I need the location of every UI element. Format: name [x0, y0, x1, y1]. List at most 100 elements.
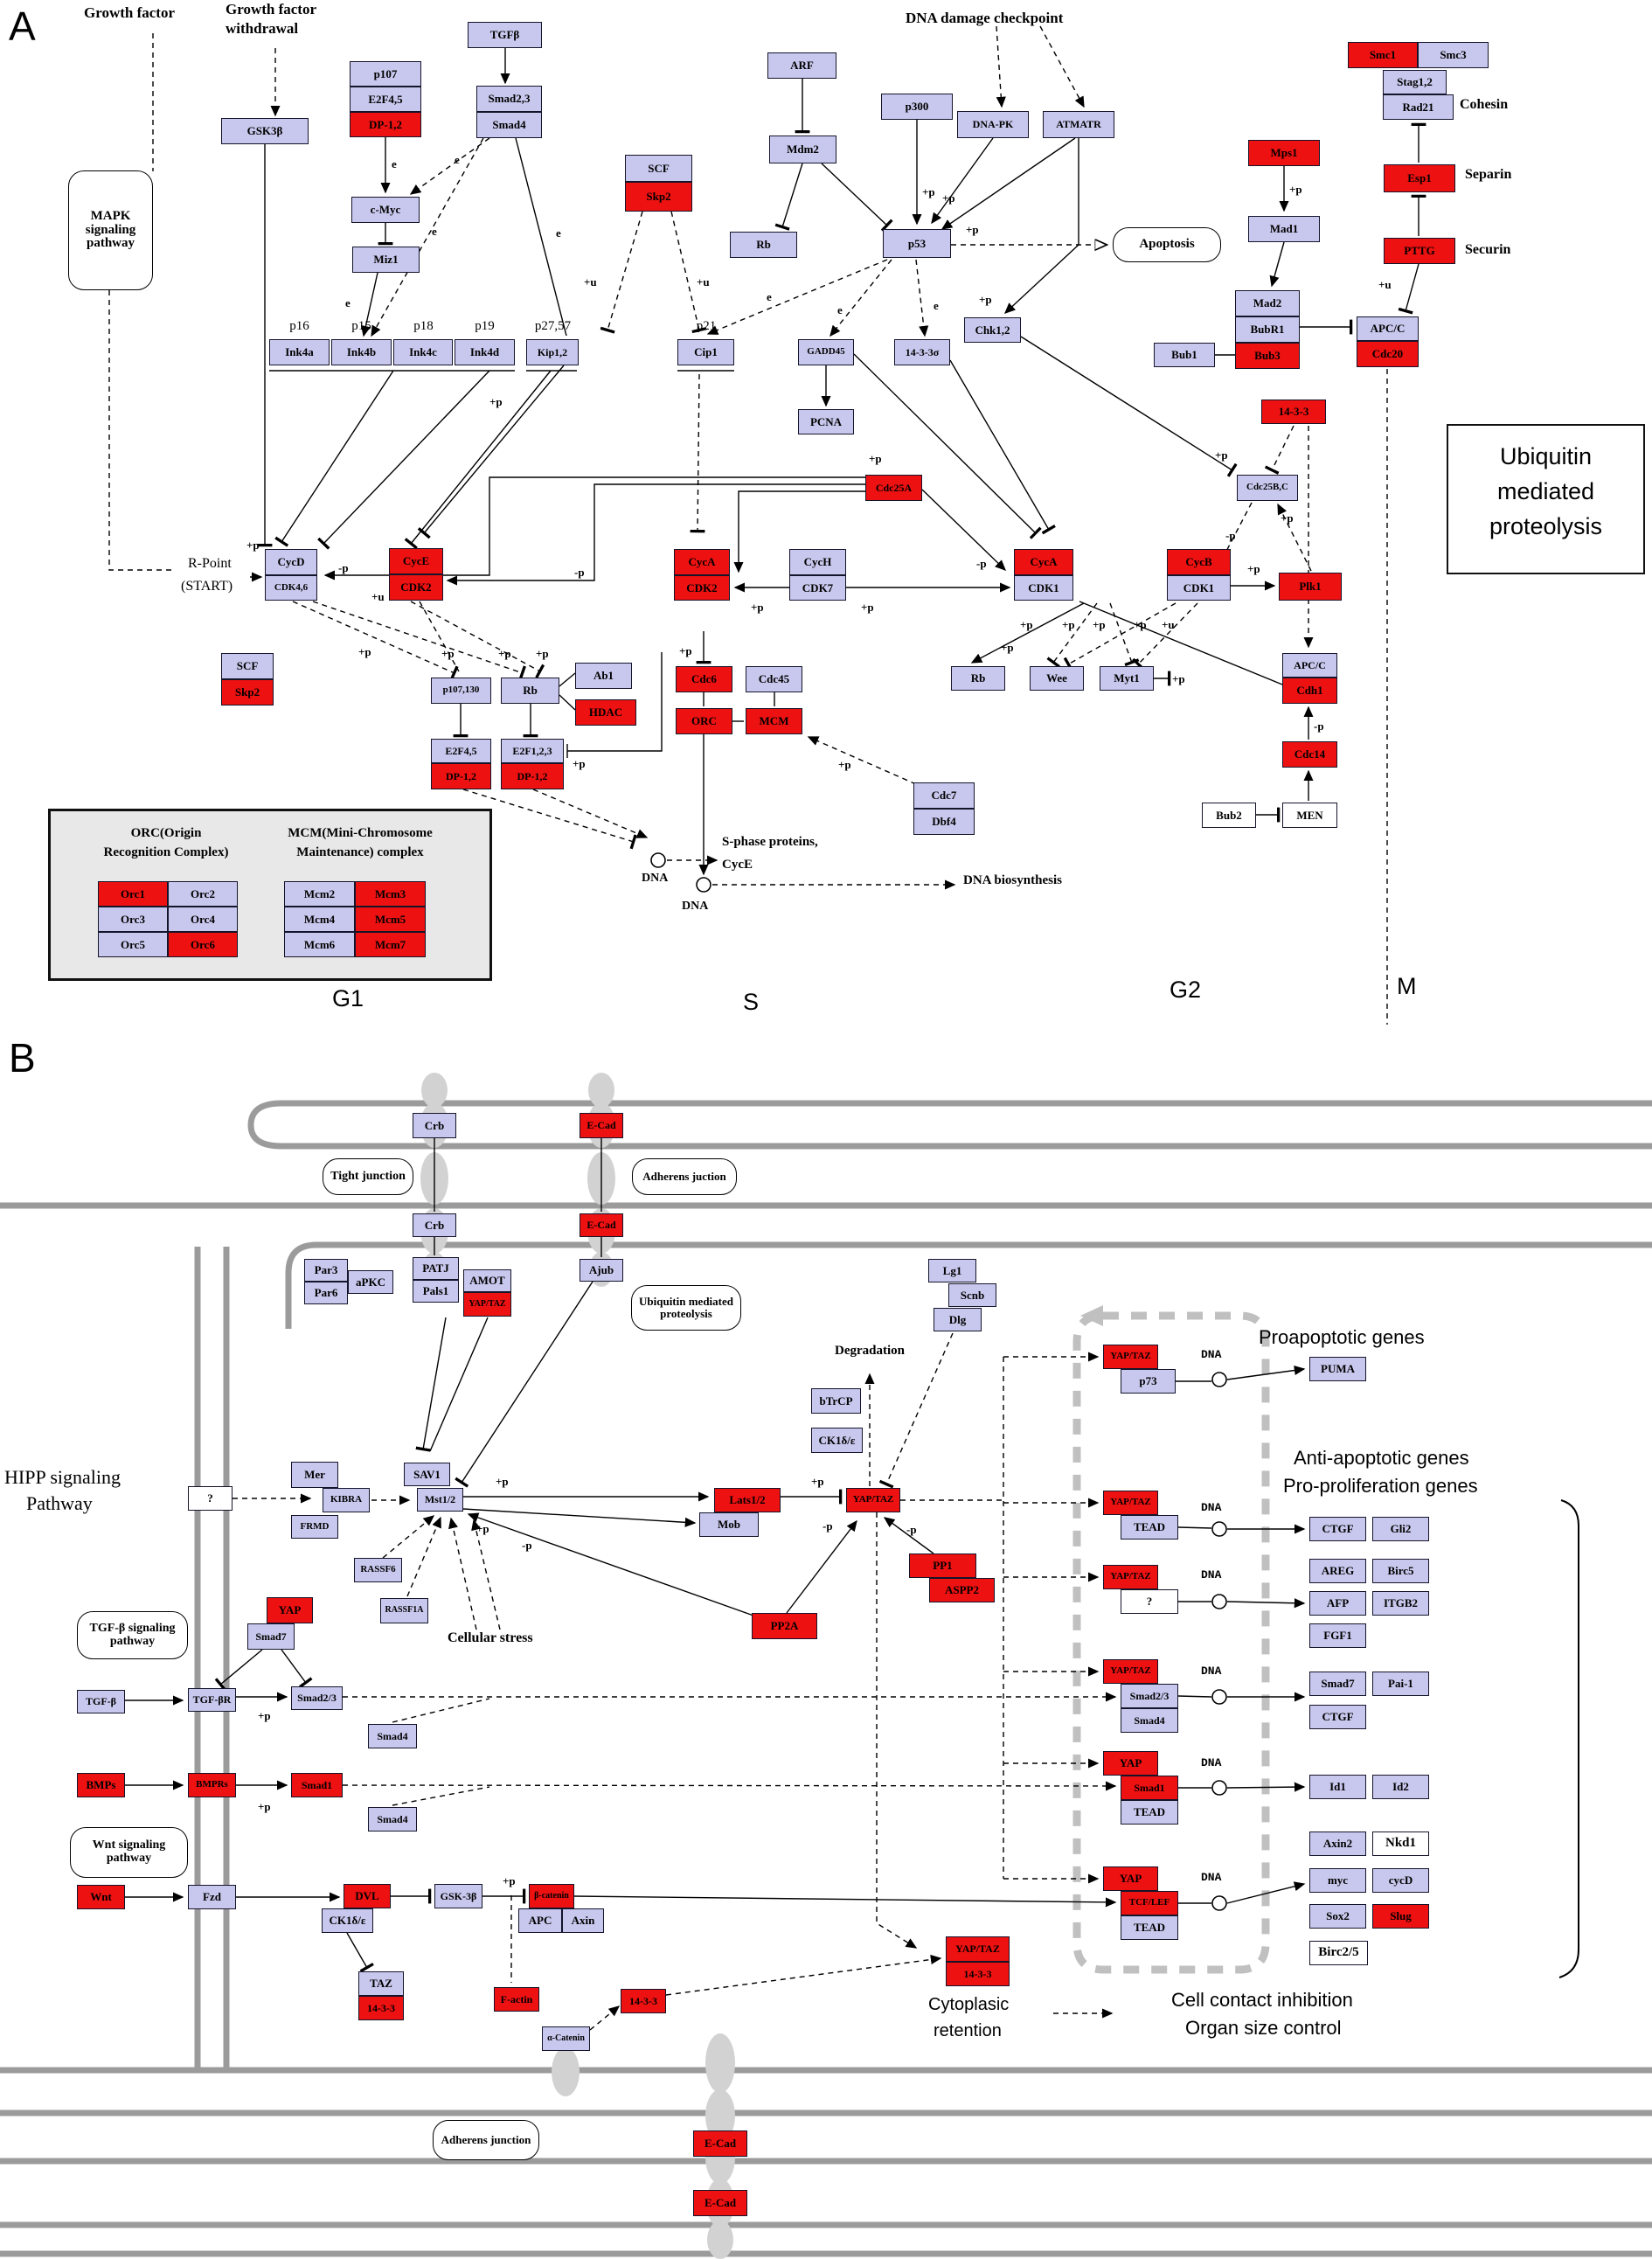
- node-smad4: Smad4: [368, 1807, 417, 1832]
- node-dp-1-2: DP-1,2: [431, 763, 491, 789]
- node-smc3: Smc3: [1418, 42, 1489, 68]
- edge-label-p: +p: [751, 601, 764, 614]
- edge: [941, 137, 1076, 230]
- edge-label-p: +p: [258, 1709, 271, 1722]
- text-dna: DNA: [642, 872, 669, 885]
- node-dbf4: Dbf4: [913, 809, 975, 835]
- node-p107: p107: [350, 61, 421, 87]
- node-myc: myc: [1309, 1868, 1366, 1893]
- node-mcm3: Mcm3: [355, 881, 426, 907]
- edge-label-p: +p: [573, 757, 586, 770]
- node-mad1: Mad1: [1248, 216, 1320, 242]
- edge-label-p: +p: [498, 647, 511, 660]
- membrane-protein-ellipse: [705, 2089, 735, 2142]
- edge-label-p: +p: [496, 1475, 509, 1488]
- edge-label-p: +p: [246, 539, 260, 552]
- text-p15: p15: [351, 319, 371, 333]
- dna-circle: [1211, 1372, 1227, 1387]
- edge: [665, 1954, 942, 1996]
- node-adherens-junction: Adherens junction: [433, 2120, 539, 2160]
- node-mob: Mob: [699, 1512, 759, 1537]
- node-cdk2: CDK2: [389, 574, 443, 601]
- node-hdac: HDAC: [575, 699, 636, 726]
- edge: [1226, 1782, 1306, 1792]
- node-ink4c: Ink4c: [393, 339, 453, 365]
- edge-label-p: +p: [1247, 562, 1260, 575]
- node-nkd1: Nkd1: [1372, 1832, 1429, 1856]
- dna-circle: [1211, 1594, 1227, 1609]
- node-aspp2: ASPP2: [929, 1578, 995, 1602]
- edge: [915, 259, 929, 337]
- text-cohesin: Cohesin: [1460, 97, 1509, 112]
- node-pcna: PCNA: [798, 409, 854, 434]
- node-rb: Rb: [951, 666, 1005, 691]
- edge-label-p: +p: [1215, 448, 1228, 462]
- node-orc2: Orc2: [168, 881, 238, 907]
- node-apc-c: APC/C: [1282, 653, 1337, 678]
- edge-label-e: e: [934, 299, 939, 312]
- membrane-protein-ellipse: [552, 2047, 580, 2096]
- node-cdc20: Cdc20: [1357, 341, 1419, 367]
- text-retention: retention: [934, 2021, 1002, 2040]
- node-ajub: Ajub: [580, 1259, 623, 1282]
- text-cell-contact-inhibition: Cell contact inhibition: [1171, 1989, 1353, 2011]
- node-e-cad: E-Cad: [580, 1113, 623, 1138]
- node-axin: Axin: [562, 1908, 604, 1933]
- node-patj: PATJ: [413, 1257, 459, 1280]
- text-pathway: Pathway: [26, 1492, 93, 1514]
- edge-label-u: +u: [584, 275, 597, 288]
- node-mer: Mer: [291, 1462, 338, 1488]
- edge: [1269, 241, 1285, 288]
- node-sox2: Sox2: [1309, 1904, 1366, 1929]
- edge-label-u: +u: [1162, 618, 1175, 631]
- edge: [342, 1781, 1117, 1791]
- node-lg1: Lg1: [928, 1259, 976, 1282]
- node-yap-taz: YAP/TAZ: [1103, 1345, 1158, 1369]
- text-growth-factor: Growth factor: [226, 1, 317, 17]
- node-wee: Wee: [1030, 666, 1084, 691]
- node-14-3-3: 14-3-3: [1261, 400, 1326, 424]
- node-smad4: Smad4: [476, 112, 542, 138]
- node-bubr1: BubR1: [1235, 316, 1300, 343]
- node-dp-1-2: DP-1,2: [501, 763, 564, 789]
- edge: [532, 789, 649, 838]
- shape-mem: [285, 1241, 1652, 1329]
- node-yap: YAP: [267, 1597, 313, 1623]
- edge: [970, 602, 1085, 664]
- node-catenin: α-Catenin: [542, 2026, 590, 2051]
- text-p18: p18: [413, 319, 434, 333]
- node-ctgf: CTGF: [1309, 1517, 1366, 1541]
- node-e-cad: E-Cad: [693, 2190, 747, 2216]
- node-orc6: Orc6: [168, 932, 238, 957]
- membrane-protein-ellipse: [588, 1073, 614, 1108]
- text-p27-57: p27,57: [534, 319, 572, 333]
- node-cdc14: Cdc14: [1282, 741, 1337, 768]
- node-btrcp: bTrCP: [811, 1388, 861, 1414]
- node-smc1: Smc1: [1348, 42, 1418, 68]
- node-14-3-3: 14-3-3σ: [894, 339, 950, 365]
- edge: [462, 789, 637, 850]
- edge-label-p: +p: [1001, 641, 1014, 654]
- node-afp: AFP: [1309, 1591, 1366, 1616]
- dna-circle: [650, 852, 666, 868]
- edge-label-p: +p: [503, 1874, 516, 1887]
- edge-label-p: +p: [441, 647, 455, 660]
- edge: [1177, 1526, 1212, 1529]
- edge-label-p: +p: [811, 1475, 824, 1488]
- edge-label-p: +p: [1134, 618, 1147, 631]
- membrane-protein-ellipse: [707, 2221, 733, 2259]
- node-axin2: Axin2: [1309, 1832, 1366, 1856]
- node-p107-130: p107,130: [431, 678, 491, 704]
- node-smad2-3: Smad2/3: [1121, 1684, 1178, 1708]
- edge-label-p: -p: [1314, 719, 1324, 733]
- membrane-protein-ellipse: [705, 2033, 735, 2093]
- edge-label-p: +p: [1093, 618, 1106, 631]
- text-b: B: [9, 1035, 36, 1081]
- text-hipp-signaling: HIPP signaling: [4, 1466, 121, 1488]
- node-tgf-signaling-pathway: TGF-β signaling pathway: [77, 1611, 188, 1659]
- node-gadd45: GADD45: [798, 339, 854, 365]
- node-puma: PUMA: [1309, 1357, 1366, 1381]
- edge-label-p: +p: [861, 601, 874, 614]
- text-p16: p16: [289, 319, 309, 333]
- text-s: S: [743, 989, 760, 1015]
